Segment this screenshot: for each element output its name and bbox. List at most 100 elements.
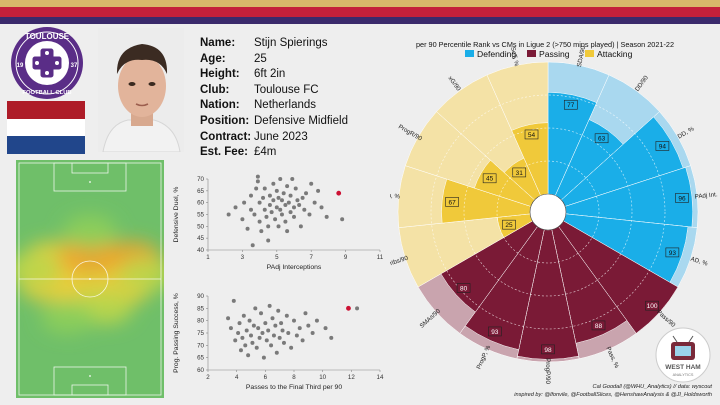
value-box (524, 129, 539, 140)
scatter-point (249, 207, 253, 212)
value-label: 98 (544, 347, 552, 354)
club-logo-text: FOOTBALL CLUB (22, 90, 71, 96)
scatter-point (290, 177, 295, 181)
value-label: 31 (516, 170, 524, 177)
scatter-point (259, 229, 264, 234)
svg-text:ANALYTICS: ANALYTICS (673, 373, 694, 377)
scatter-point (288, 210, 293, 215)
x-axis-label: Passes to the Final Third per 90 (246, 384, 342, 391)
y-axis-label: Prog. Passing Success, % (173, 293, 180, 373)
scatter-point (280, 328, 285, 333)
scatter-point (266, 328, 271, 333)
value-label: 63 (598, 136, 606, 143)
y-tick-label: 60 (197, 367, 204, 374)
header-stripe-navy (0, 17, 720, 24)
player-info: Name: Stijn Spierings Age: 25 Height: 6ft 2in… (200, 36, 348, 161)
scatter-point (226, 316, 231, 321)
scatter-point (255, 174, 260, 179)
heat-spot (40, 300, 95, 334)
info-row: Height: 6ft 2in (200, 67, 348, 83)
x-tick-label: 3 (241, 254, 245, 261)
scatter-point (237, 321, 242, 326)
highlight-point (346, 305, 351, 311)
scatter-point (314, 318, 319, 323)
info-value: 25 (254, 52, 267, 65)
scatter-defensive-duel: 1 3 5 7 9 11 40 45 50 55 60 65 70 PAdj Interceptions D… (173, 174, 384, 271)
metric-label: SMAs/90 (419, 307, 443, 329)
info-row: Est. Fee: £4m (200, 145, 348, 161)
club-logo-text: TOULOUSE (25, 32, 70, 41)
scatter-point (261, 195, 266, 200)
metric-label: SoT, % (509, 46, 520, 67)
scatter-point (279, 198, 284, 203)
scatter-point (288, 193, 293, 198)
x-tick-label: 6 (264, 374, 268, 381)
x-tick-label: 4 (235, 374, 239, 381)
scatter-point (277, 335, 282, 340)
scatter-point (241, 313, 246, 318)
info-key: Est. Fee: (200, 146, 248, 159)
scatter-point (273, 323, 278, 328)
scatter-point (228, 326, 233, 331)
scatter-point (292, 214, 296, 219)
scatter-point (283, 219, 288, 224)
scatter-point (269, 343, 274, 348)
scatter-point (329, 335, 334, 340)
scatter-point (355, 306, 360, 311)
radial-percentile-chart: per 90 Percentile Rank vs CMs in Ligue 2… (390, 40, 718, 384)
metric-label: DD, % (676, 125, 695, 140)
info-row: Name: Stijn Spierings (200, 36, 348, 52)
metric-label: ProgP, % (475, 344, 492, 370)
y-tick-label: 90 (197, 293, 204, 300)
scatter-point (240, 217, 245, 222)
scatter-point (271, 198, 276, 203)
scatter-point (278, 177, 283, 181)
scatter-point (298, 224, 303, 229)
scatter-point (278, 207, 283, 212)
club-logo-text: 37 (71, 63, 78, 69)
value-box (456, 283, 471, 293)
value-box (482, 173, 497, 184)
y-tick-label: 70 (197, 176, 204, 183)
scatter-point (254, 186, 259, 191)
x-tick-label: 9 (344, 254, 348, 261)
info-value: 6ft 2in (254, 68, 286, 81)
y-tick-label: 65 (197, 355, 204, 362)
scatter-point (285, 229, 290, 234)
heat-spot (118, 257, 164, 292)
value-box (665, 247, 680, 258)
scatter-point (253, 306, 258, 311)
scatter-point (340, 217, 345, 222)
svg-text:WEST HAM: WEST HAM (665, 364, 700, 371)
scatter-point (233, 338, 238, 343)
info-key: Age: (200, 52, 226, 65)
x-tick-label: 12 (348, 374, 355, 381)
scatter-point (281, 191, 286, 196)
scatter-point (266, 224, 271, 229)
credit-line: Cal Goodall (@WHU_Analytics) // data: wy… (592, 384, 712, 390)
metric-label: Pass, % (604, 346, 620, 370)
info-row: Age: 25 (200, 52, 348, 68)
legend-swatch (585, 50, 594, 57)
x-tick-label: 2 (206, 374, 210, 381)
scatter-point (236, 331, 241, 335)
scatter-point (292, 205, 296, 210)
header-stripe-red (0, 7, 720, 17)
legend-swatch (527, 50, 536, 57)
scatter-point (283, 203, 288, 208)
scatter-point (286, 331, 291, 335)
scatter-point (262, 207, 267, 212)
scatter-point (259, 311, 264, 316)
scatter-point (284, 313, 289, 318)
info-value: June 2023 (254, 130, 308, 143)
y-tick-label: 55 (197, 212, 204, 219)
scatter-point (306, 323, 311, 328)
scatter-point (274, 188, 279, 193)
info-key: Height: (200, 68, 240, 81)
scatter-point (293, 186, 298, 191)
value-label: 54 (528, 132, 536, 139)
scatter-point (269, 210, 274, 215)
y-tick-label: 75 (197, 330, 204, 337)
y-tick-label: 70 (197, 342, 204, 349)
scatter-point (263, 321, 268, 326)
